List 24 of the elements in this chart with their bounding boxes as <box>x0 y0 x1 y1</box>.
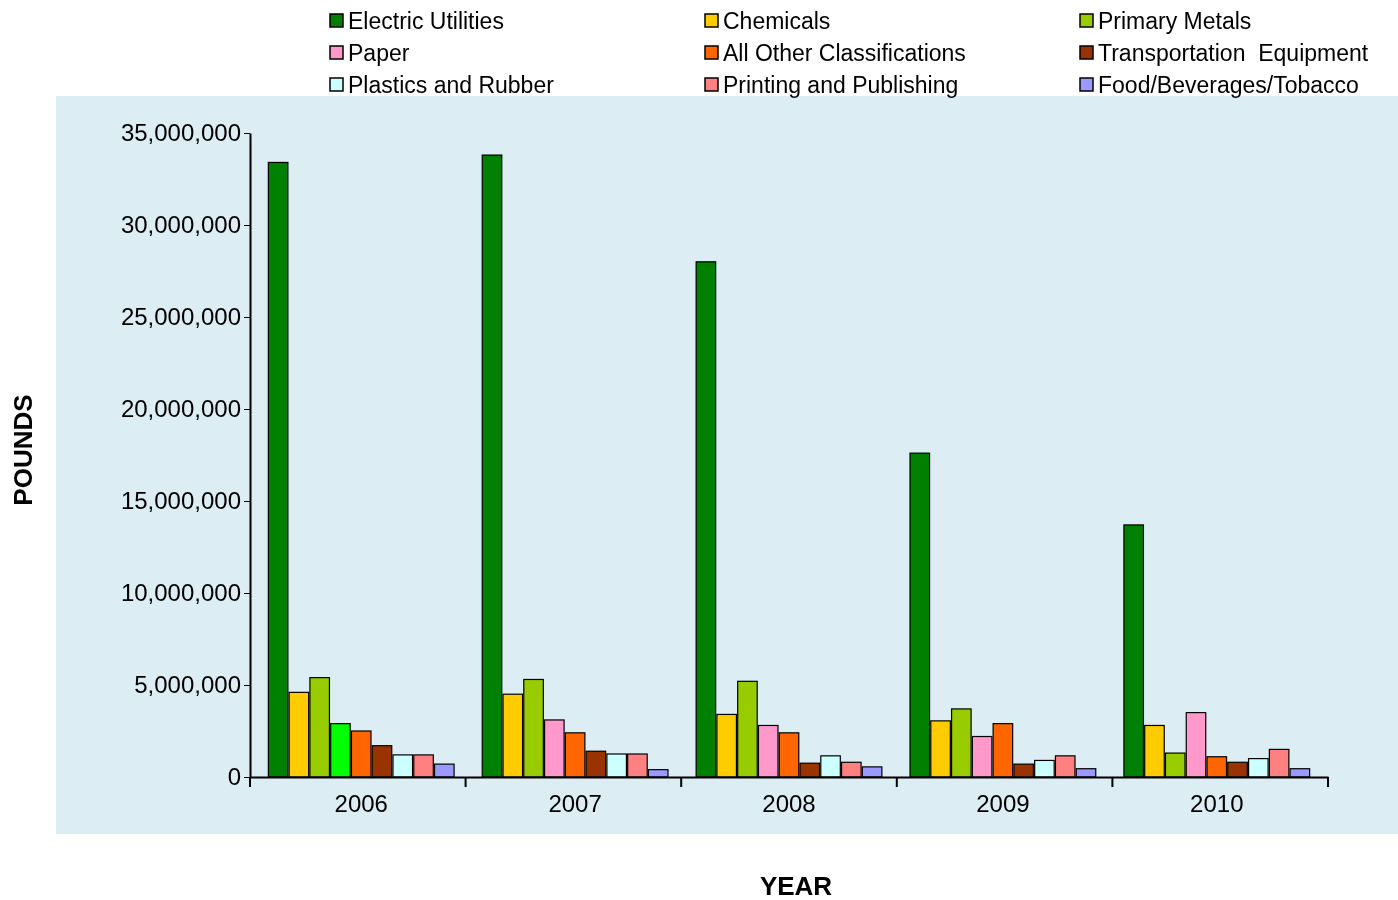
x-axis-title: YEAR <box>759 871 833 900</box>
legend-label: All Other Classifications <box>723 40 966 66</box>
y-tick-label: 25,000,000 <box>120 303 241 331</box>
legend-label: Electric Utilities <box>348 8 504 34</box>
y-tick-label: 5,000,000 <box>134 671 241 699</box>
legend-label: Primary Metals <box>1098 8 1252 34</box>
legend-label: Food/Beverages/Tobacco <box>1098 72 1359 98</box>
x-tick-label: 2007 <box>548 790 602 818</box>
legend-label: Chemicals <box>723 8 831 34</box>
legend-label: Printing and Publishing <box>723 72 959 98</box>
x-tick-label: 2008 <box>762 790 816 818</box>
x-tick-label: 2006 <box>334 790 388 818</box>
y-tick-label: 30,000,000 <box>120 211 241 239</box>
y-tick-label: 0 <box>227 763 241 791</box>
legend-label: Plastics and Rubber <box>348 72 555 98</box>
x-tick-label: 2009 <box>976 790 1030 818</box>
y-tick-label: 10,000,000 <box>120 579 241 607</box>
y-tick-label: 35,000,000 <box>120 119 241 147</box>
legend-label: Transportation Equipment <box>1098 40 1369 66</box>
legend-label: Paper <box>348 40 410 66</box>
y-axis-title: POUNDS <box>8 394 38 506</box>
y-tick-label: 15,000,000 <box>120 487 241 515</box>
y-tick-label: 20,000,000 <box>120 395 241 423</box>
x-tick-label: 2010 <box>1190 790 1244 818</box>
